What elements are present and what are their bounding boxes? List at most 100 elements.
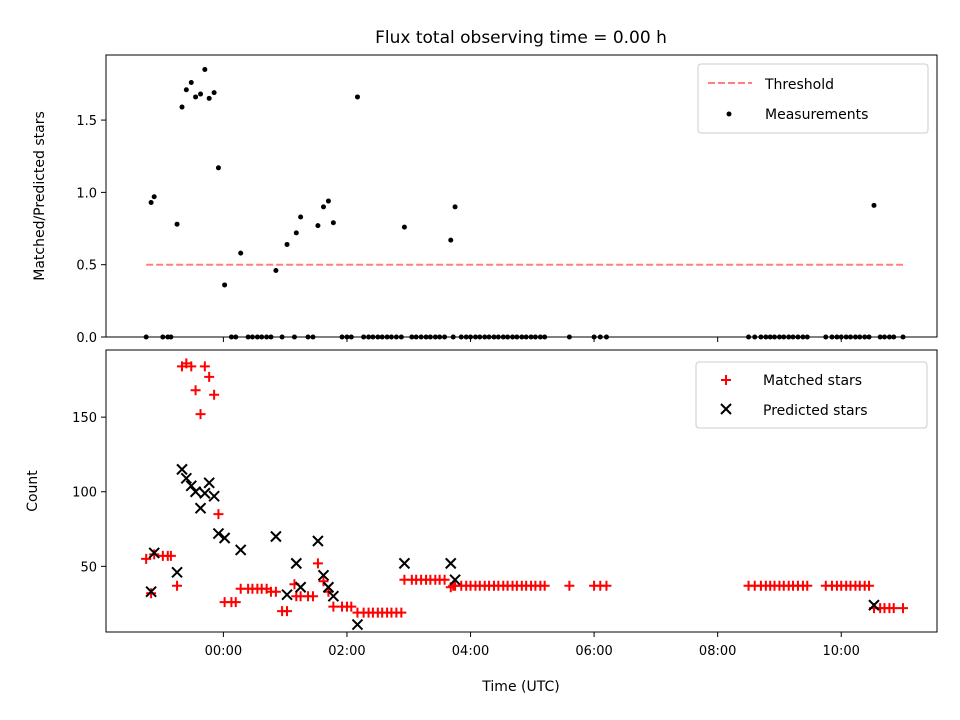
matched-star-point	[439, 574, 450, 585]
measurement-point	[198, 91, 204, 97]
measurement-point	[188, 79, 194, 85]
matched-star-point	[146, 588, 157, 599]
matched-star-point	[307, 591, 318, 602]
matched-star-point	[328, 601, 339, 612]
matched-star-point	[270, 586, 281, 597]
x-tick-label: 10:00	[822, 644, 859, 659]
matched-star-point	[190, 385, 201, 396]
y-tick-label: 0.5	[76, 259, 97, 274]
measurement-point	[354, 94, 360, 100]
measurement-point	[330, 220, 336, 226]
top-axes: 0.0 0.5 1.0 1.5 Matched/Predicted stars Thr…	[32, 54, 938, 346]
predicted-star-point	[312, 535, 324, 547]
measurement-point	[211, 90, 217, 96]
bottom-axes: 50 100 150 00:00 02:00 04:00 06:00 08:00 10:00 C…	[25, 349, 938, 695]
matched-star-point	[149, 549, 160, 560]
matched-star-point	[199, 361, 210, 372]
matched-star-point	[141, 553, 152, 564]
predicted-star-point	[189, 486, 202, 498]
legend-measurements-label: Measurements	[765, 107, 868, 123]
legend-predicted-label: Predicted stars	[763, 403, 868, 419]
top-axes-ticks: 0.0 0.5 1.0 1.5	[76, 114, 842, 346]
predicted-star-point	[208, 490, 220, 502]
top-legend-box	[697, 63, 929, 134]
predicted-star-point	[270, 530, 282, 543]
matched-star-point	[195, 409, 206, 420]
measurement-point	[215, 165, 221, 171]
predicted-star-point	[171, 566, 183, 579]
measurement-point	[298, 214, 304, 220]
matched-star-point	[601, 580, 612, 591]
measurement-point	[202, 66, 208, 72]
matched-star-point	[318, 576, 329, 587]
y-tick-label: 100	[72, 486, 97, 501]
bottom-y-axis-label: Count	[25, 470, 41, 512]
predicted-star-point	[234, 544, 247, 556]
matched-star-point	[204, 371, 215, 382]
measurement-point	[238, 250, 244, 256]
matched-star-point	[213, 509, 224, 520]
matched-star-point	[172, 580, 183, 591]
measurement-point	[148, 200, 154, 206]
predicted-star-point	[290, 557, 303, 570]
top-y-axis-label: Matched/Predicted stars	[32, 111, 48, 281]
y-tick-label: 150	[72, 411, 97, 426]
matched-star-point	[230, 597, 241, 608]
measurement-point	[273, 267, 279, 273]
x-axis-label: Time (UTC)	[481, 679, 559, 695]
matched-star-point	[346, 601, 357, 612]
matched-star-point	[282, 606, 293, 617]
y-tick-label: 50	[80, 560, 97, 575]
y-tick-label: 1.0	[76, 186, 97, 201]
measurement-point	[193, 94, 199, 100]
measurement-point	[320, 204, 326, 210]
predicted-star-point	[351, 618, 364, 631]
predicted-star-point	[398, 557, 411, 570]
predicted-star-point	[176, 463, 188, 476]
matched-star-point	[165, 550, 176, 561]
predicted-star-point	[317, 569, 330, 582]
x-tick-label: 00:00	[205, 644, 242, 659]
matched-star-point	[802, 580, 813, 591]
matched-star-point	[539, 580, 550, 591]
matched-star-point	[564, 580, 575, 591]
matched-star-point	[396, 607, 407, 618]
matched-star-point	[186, 361, 197, 372]
x-tick-label: 08:00	[699, 644, 736, 659]
matched-star-point	[898, 603, 909, 614]
matched-stars-points	[141, 358, 909, 618]
x-tick-label: 06:00	[575, 644, 612, 659]
matched-star-point	[864, 580, 875, 591]
top-axes-frame	[105, 54, 938, 338]
legend-matched-label: Matched stars	[763, 373, 862, 389]
measurement-point	[871, 202, 877, 208]
legend-predicted-swatch	[720, 403, 732, 415]
bottom-legend-box	[695, 361, 928, 429]
predicted-stars-points	[145, 463, 880, 631]
chart-title: Flux total observing time = 0.00 h	[375, 28, 667, 48]
predicted-star-point	[194, 502, 207, 514]
matched-star-point	[312, 558, 323, 569]
predicted-star-point	[294, 581, 307, 593]
y-tick-label: 0.0	[76, 331, 97, 346]
predicted-star-point	[868, 599, 880, 611]
predicted-star-point	[449, 574, 461, 586]
predicted-star-point	[148, 547, 160, 559]
measurement-point	[206, 95, 212, 101]
predicted-star-point	[180, 472, 193, 485]
measurement-point	[401, 224, 407, 230]
bottom-axes-frame	[105, 349, 938, 633]
measurement-point	[284, 241, 290, 247]
predicted-star-point	[199, 487, 211, 499]
predicted-star-point	[145, 586, 157, 598]
predicted-star-point	[203, 477, 215, 489]
legend-measurements-swatch	[726, 111, 732, 117]
y-tick-label: 1.5	[76, 114, 97, 129]
measurement-point	[325, 198, 331, 204]
predicted-star-point	[327, 590, 340, 602]
measurement-point	[315, 223, 321, 229]
measurement-point	[174, 221, 180, 227]
measurement-point	[179, 104, 185, 110]
measurement-point	[151, 194, 157, 200]
